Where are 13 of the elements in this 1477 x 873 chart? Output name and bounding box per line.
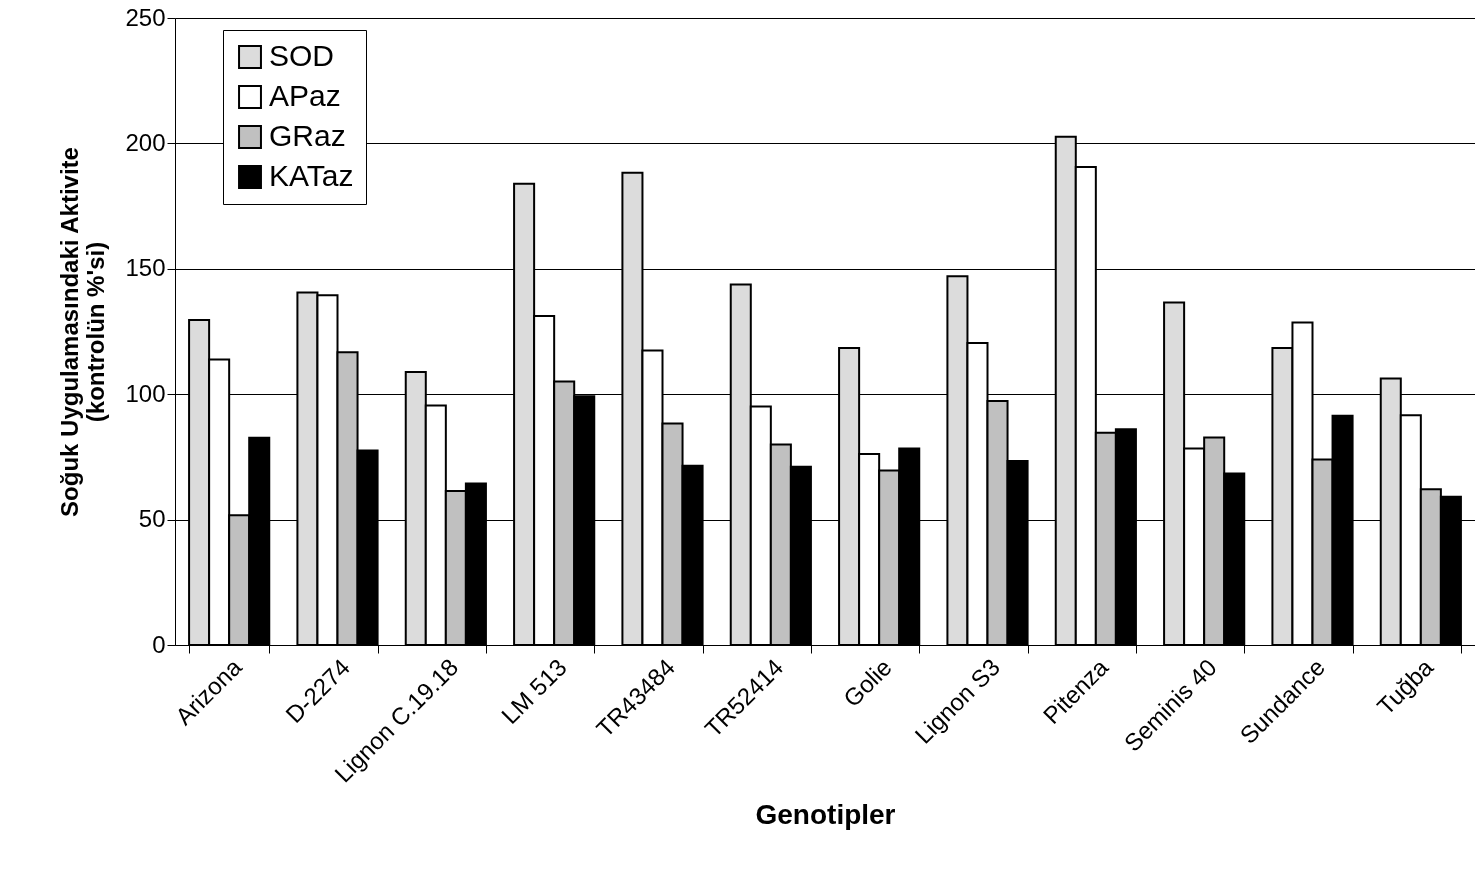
- y-tick-label: 250: [125, 3, 166, 31]
- legend-label: SOD: [269, 39, 335, 72]
- y-tick-label: 150: [125, 254, 166, 282]
- y-tick-label: 0: [152, 630, 166, 658]
- legend-label: KATaz: [269, 159, 354, 192]
- legend-label: APaz: [269, 79, 341, 112]
- y-tick-label: 100: [125, 379, 166, 407]
- x-tick-label: LM 513: [495, 653, 572, 730]
- legend-label: GRaz: [269, 119, 346, 152]
- x-axis-title: Genotipler: [755, 798, 896, 830]
- y-axis-title: Soğuk Uygulamasındaki Aktivite (kontrolün %'si): [56, 147, 110, 517]
- y-tick-label: 50: [138, 505, 166, 533]
- y-tick-label: 200: [125, 128, 166, 156]
